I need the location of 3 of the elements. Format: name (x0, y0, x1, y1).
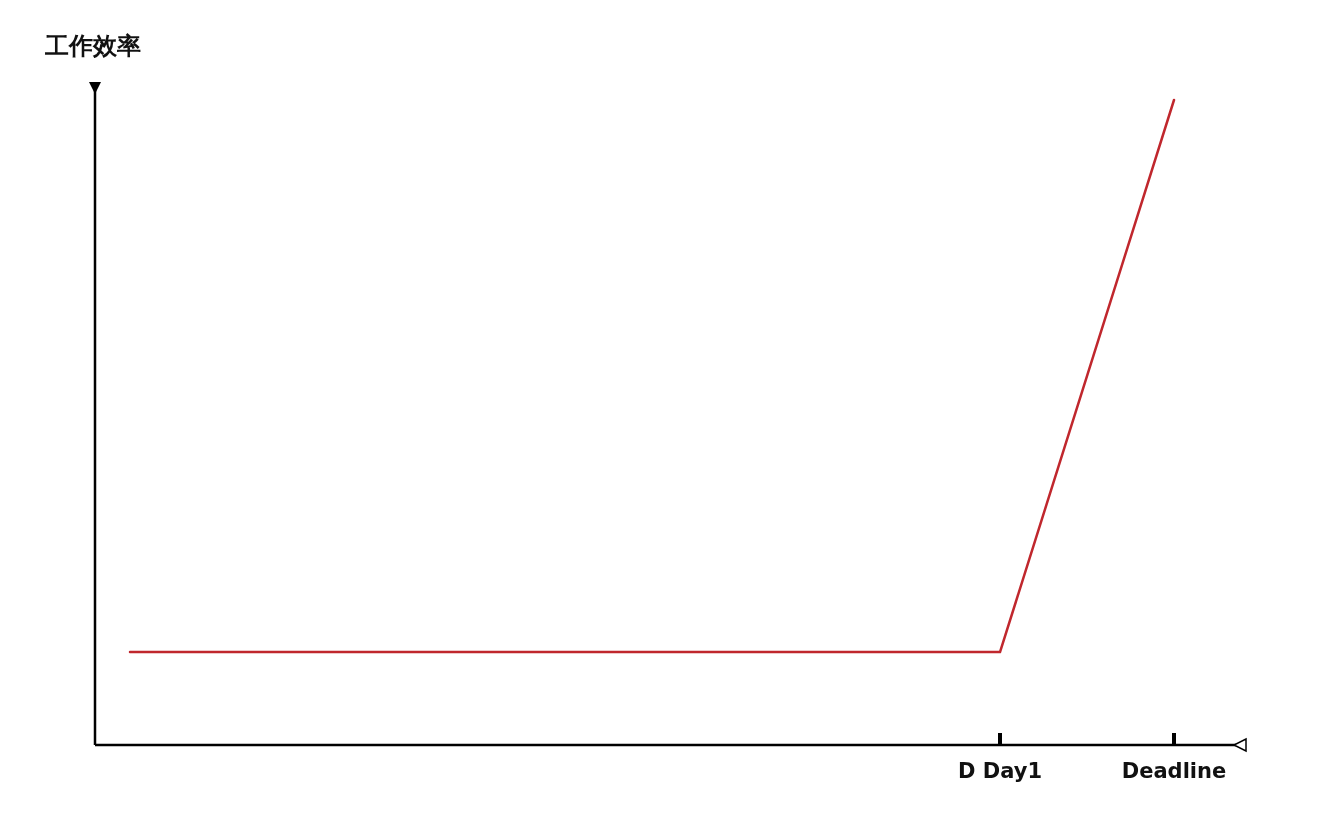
x-tick-label: D Day1 (958, 759, 1042, 783)
y-axis-title: 工作效率 (44, 32, 141, 60)
x-tick-label: Deadline (1121, 759, 1227, 783)
